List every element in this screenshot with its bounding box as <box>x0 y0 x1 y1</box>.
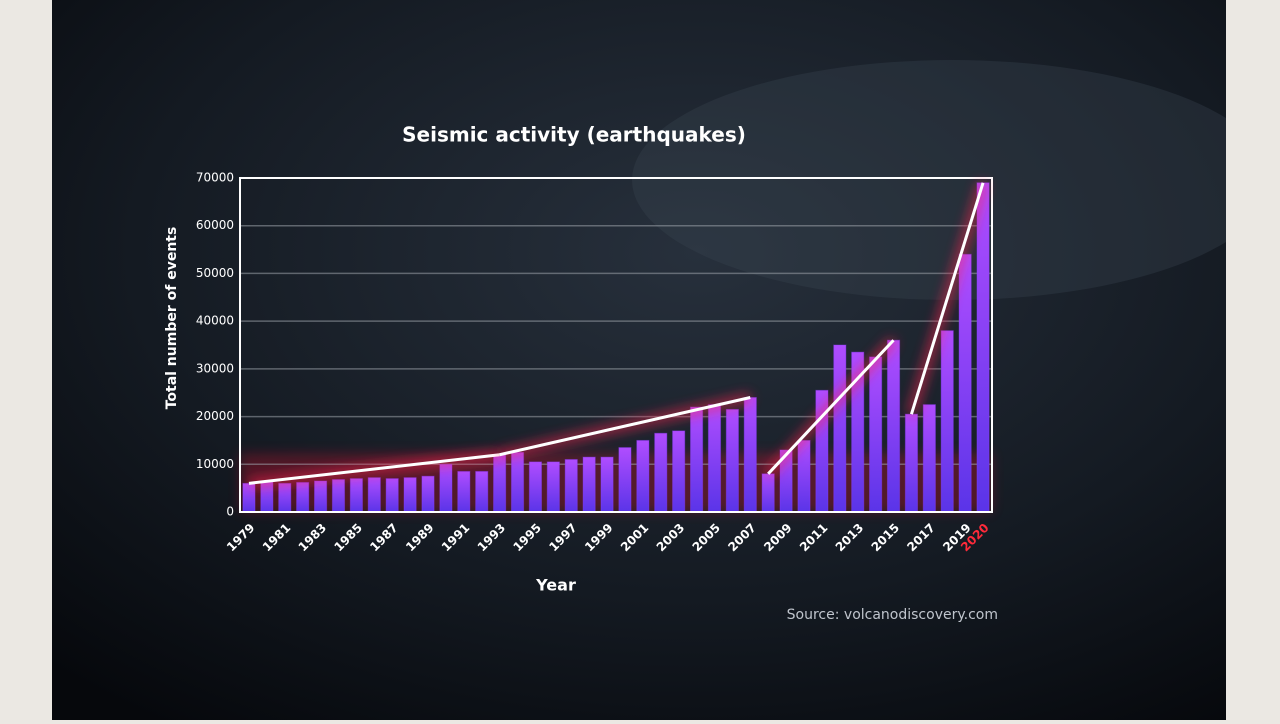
glow <box>240 453 992 512</box>
trend-line <box>248 453 500 485</box>
bar <box>582 456 596 513</box>
bar <box>636 439 650 513</box>
bar <box>313 480 328 513</box>
y-tick-label: 70000 <box>196 171 234 185</box>
video-frame: Seismic activity (earthquakes) Total num… <box>52 0 1272 720</box>
bar <box>296 481 310 513</box>
bar <box>331 479 346 513</box>
bar <box>457 470 471 513</box>
bar <box>439 463 453 513</box>
bar <box>403 477 417 513</box>
bar <box>618 447 632 513</box>
trend-line <box>767 339 895 475</box>
bar <box>707 404 722 513</box>
source-note: Source: volcanodiscovery.com <box>787 607 998 623</box>
bar <box>797 439 811 513</box>
bar <box>493 454 507 513</box>
bar <box>242 482 256 513</box>
bar <box>689 406 704 513</box>
cloud <box>632 60 1272 300</box>
plot-frame <box>239 177 993 513</box>
y-tick-label: 0 <box>226 505 234 519</box>
bar <box>869 356 883 513</box>
trend-line <box>499 396 751 457</box>
bar <box>600 456 614 513</box>
bar <box>367 477 381 513</box>
bar <box>958 253 972 513</box>
y-tick-label: 60000 <box>196 218 234 232</box>
trend-line <box>909 182 985 415</box>
bar <box>546 461 560 513</box>
bar <box>385 478 399 513</box>
x-axis-label: Year <box>535 576 576 595</box>
bar <box>833 344 847 513</box>
bar <box>922 404 936 513</box>
y-tick-label: 50000 <box>196 266 234 280</box>
bar <box>475 470 489 513</box>
chart-title: Seismic activity (earthquakes) <box>402 123 746 147</box>
y-tick-label: 20000 <box>196 409 234 423</box>
bar <box>349 478 363 513</box>
bar <box>904 413 919 513</box>
y-tick-label: 10000 <box>196 457 234 471</box>
bar <box>976 182 990 513</box>
bar <box>278 482 292 513</box>
bar <box>761 473 775 513</box>
bar <box>672 430 686 513</box>
bar <box>654 432 668 513</box>
plot-area: 0100002000030000400005000060000700001979… <box>196 171 993 554</box>
background <box>52 0 1226 720</box>
chart: Seismic activity (earthquakes) Total num… <box>52 0 1272 720</box>
y-tick-label: 40000 <box>196 314 234 328</box>
bar <box>725 408 739 513</box>
bar <box>743 396 757 513</box>
bar <box>886 339 901 513</box>
bar <box>510 451 525 513</box>
y-tick-label: 30000 <box>196 361 234 375</box>
bar <box>528 461 543 513</box>
bar <box>564 459 578 513</box>
y-axis-label: Total number of events <box>164 227 180 410</box>
bar <box>940 330 954 513</box>
bar <box>421 475 435 513</box>
